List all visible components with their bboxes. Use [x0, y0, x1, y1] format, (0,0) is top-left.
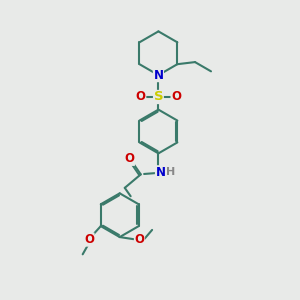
- Text: O: O: [136, 91, 146, 103]
- Text: S: S: [154, 91, 163, 103]
- Text: N: N: [155, 166, 166, 179]
- Text: N: N: [153, 69, 164, 82]
- Text: O: O: [84, 233, 94, 246]
- Text: O: O: [171, 91, 181, 103]
- Text: O: O: [134, 233, 145, 246]
- Text: O: O: [124, 152, 134, 165]
- Text: H: H: [166, 167, 175, 177]
